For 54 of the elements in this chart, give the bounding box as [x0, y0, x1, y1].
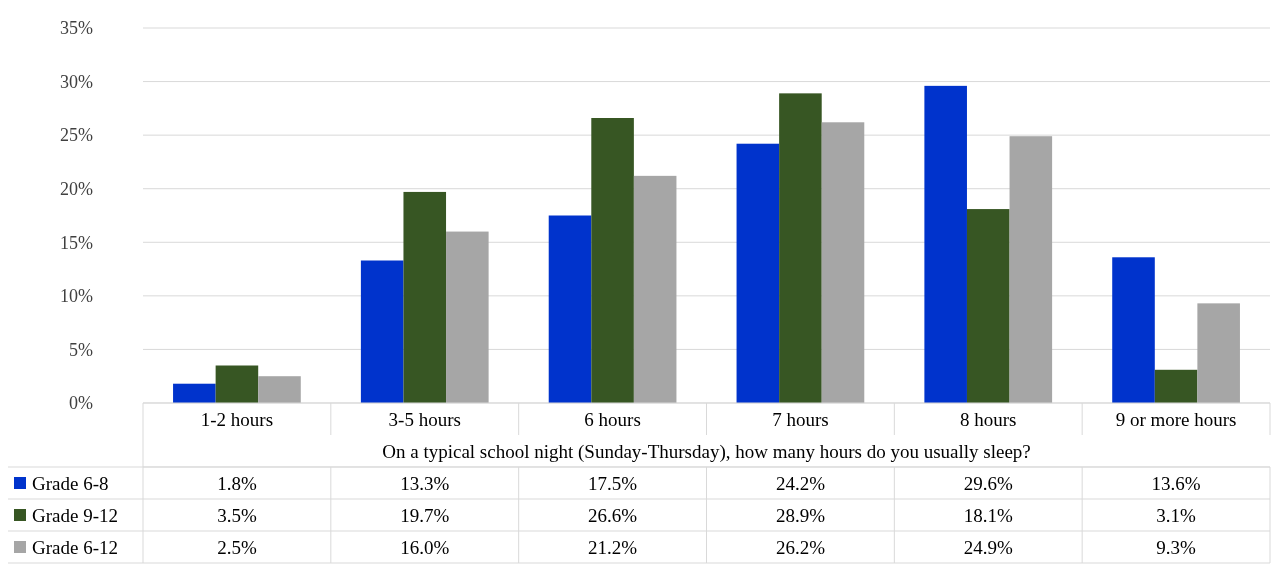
legend-label: Grade 6-8 [32, 472, 109, 494]
bar [736, 143, 780, 403]
y-tick-label: 30% [60, 71, 93, 92]
bar [360, 260, 404, 403]
data-label: 3.5% [217, 504, 257, 526]
y-tick-label: 25% [60, 125, 93, 146]
data-label: 3.1% [1156, 504, 1197, 526]
bar [258, 376, 301, 403]
bar [446, 231, 489, 403]
data-label: 1.8% [217, 472, 257, 494]
y-tick-label: 35% [60, 18, 93, 39]
y-tick-label: 10% [60, 286, 93, 307]
data-label: 24.9% [963, 536, 1013, 558]
data-label: 26.2% [775, 536, 826, 558]
data-label: 13.6% [1151, 472, 1201, 494]
data-label: 28.9% [775, 504, 826, 526]
x-tick-label: 3-5 hours [388, 408, 461, 430]
bar [215, 365, 259, 403]
bar [633, 175, 677, 403]
bar [403, 191, 447, 403]
bar [173, 383, 216, 403]
data-label: 17.5% [588, 472, 638, 494]
y-tick-label: 20% [60, 179, 93, 200]
x-tick-label: 9 or more hours [1115, 408, 1237, 430]
bar [779, 93, 822, 403]
x-axis-title: On a typical school night (Sunday-Thursday), how many hours do you usually sleep? [382, 440, 1031, 463]
x-tick-label: 1-2 hours [200, 408, 274, 430]
data-label: 24.2% [775, 472, 826, 494]
bar [548, 215, 592, 403]
y-tick-label: 0% [69, 393, 93, 414]
x-tick-label: 6 hours [584, 408, 641, 430]
x-tick-label: 7 hours [772, 408, 829, 430]
y-tick-label: 5% [69, 339, 93, 360]
x-tick-label: 8 hours [960, 408, 1017, 430]
data-label: 26.6% [588, 504, 638, 526]
bar [1009, 136, 1053, 403]
data-label: 9.3% [1156, 536, 1197, 558]
data-label: 13.3% [400, 472, 450, 494]
bar [591, 118, 634, 403]
bar [1112, 257, 1155, 403]
bar [821, 122, 865, 403]
bar [966, 209, 1010, 403]
data-label: 19.7% [400, 504, 450, 526]
bar [1154, 369, 1198, 403]
data-label: 29.6% [963, 472, 1013, 494]
legend-label: Grade 6-12 [32, 536, 118, 558]
bar [1197, 303, 1240, 403]
legend-label: Grade 9-12 [32, 504, 118, 526]
bar [924, 85, 967, 403]
data-label: 21.2% [588, 536, 638, 558]
data-label: 16.0% [400, 536, 450, 558]
y-tick-label: 15% [60, 232, 93, 253]
data-label: 2.5% [217, 536, 257, 558]
data-label: 18.1% [963, 504, 1013, 526]
